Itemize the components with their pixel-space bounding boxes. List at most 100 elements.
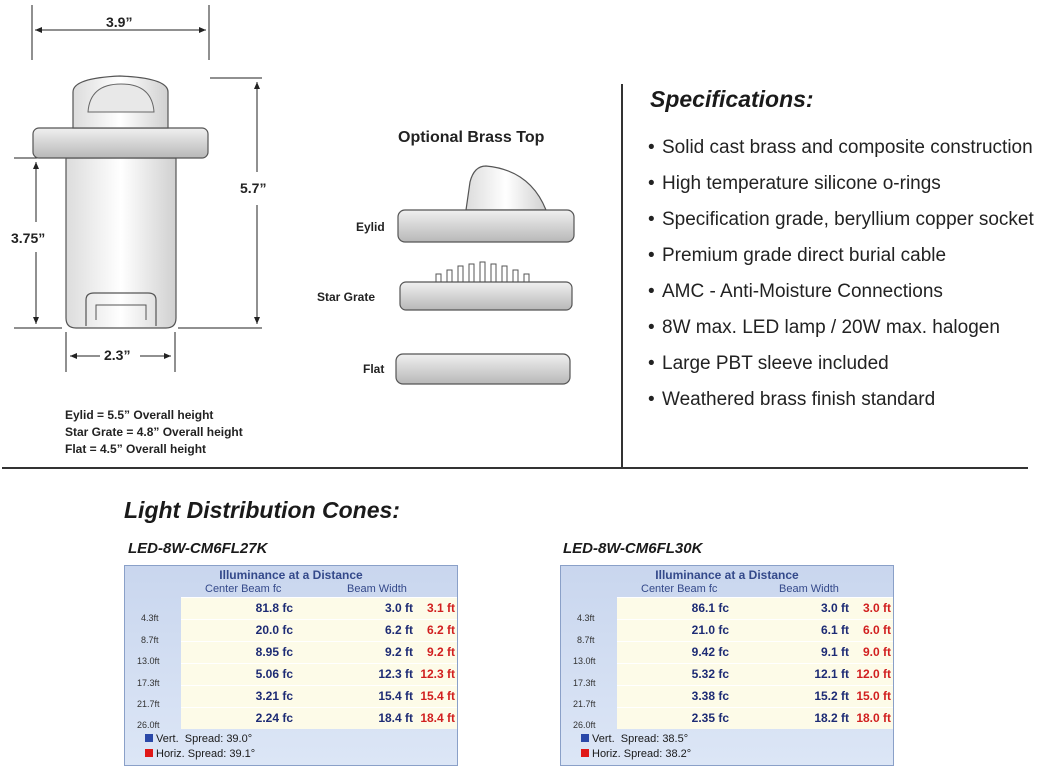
center-beam-value: 86.1 fc [691,601,729,615]
optional-top-title: Optional Brass Top [398,129,545,146]
distance-label: 26.0ft [137,720,160,730]
table-row: 20.0 fc 6.2 ft 6.2 ft [181,619,457,641]
center-beam-value: 3.21 fc [255,689,293,703]
spec-item: • Weathered brass finish standard [648,389,936,410]
vert-width-value: 3.0 ft [384,601,413,615]
legend-vert-text: Vert. Spread: 39.0° [156,733,253,745]
distance-label: 21.7ft [573,699,596,709]
specifications-list: • Solid cast brass and composite construc… [648,130,1034,418]
center-beam-value: 2.35 fc [691,711,729,725]
height-note: Star Grate = 4.8” Overall height [65,425,243,439]
spec-item: • Specification grade, beryllium copper s… [648,209,1034,230]
table-row: 81.8 fc 3.0 ft 3.1 ft [181,597,457,619]
table-row: 2.35 fc 18.2 ft 18.0 ft [617,707,893,729]
distance-label: 8.7ft [577,635,595,645]
distance-label: 8.7ft [141,635,159,645]
distribution-panel: Illuminance at a Distance Center Beam fc… [124,565,458,766]
col-center-header: Center Beam fc [641,583,718,595]
horiz-width-value: 3.0 ft [862,601,891,615]
spec-item: • AMC - Anti-Moisture Connections [648,281,943,302]
legend-swatch-horiz [581,749,589,757]
spec-text: Weathered brass finish standard [662,389,936,410]
horiz-width-value: 6.2 ft [426,623,455,637]
distance-label: 4.3ft [141,613,159,623]
spec-item: • Premium grade direct burial cable [648,245,947,266]
center-beam-value: 2.24 fc [255,711,293,725]
dim-width-label: 3.9” [106,14,133,30]
vert-width-value: 18.2 ft [814,711,849,725]
panel-title: Illuminance at a Distance [219,568,363,582]
distance-label: 17.3ft [573,678,596,688]
table-row: 2.24 fc 18.4 ft 18.4 ft [181,707,457,729]
vertical-divider [621,84,623,468]
table-row: 8.95 fc 9.2 ft 9.2 ft [181,641,457,663]
center-beam-value: 20.0 fc [255,623,293,637]
spec-item: • Large PBT sleeve included [648,353,889,374]
table-row: 9.42 fc 9.1 ft 9.0 ft [617,641,893,663]
specifications-title: Specifications: [650,86,814,112]
data-rows: 86.1 fc 3.0 ft 3.0 ft 21.0 fc 6.1 ft 6.0 ft … [617,597,893,729]
legend-horiz: Horiz. Spread: 38.2° [581,748,691,760]
center-beam-value: 5.06 fc [255,667,293,681]
center-beam-value: 5.32 fc [691,667,729,681]
spec-item: • 8W max. LED lamp / 20W max. halogen [648,317,1000,338]
center-beam-value: 21.0 fc [691,623,729,637]
table-row: 3.38 fc 15.2 ft 15.0 ft [617,685,893,707]
spec-text: Specification grade, beryllium copper so… [662,209,1034,230]
vert-width-value: 12.1 ft [814,667,849,681]
legend-swatch-horiz [145,749,153,757]
vert-width-value: 9.2 ft [384,645,413,659]
col-center-header: Center Beam fc [205,583,282,595]
top-label-eylid: Eylid [356,220,385,234]
horiz-width-value: 18.0 ft [856,711,891,725]
horizontal-divider [2,467,1028,469]
horiz-width-value: 12.0 ft [856,667,891,681]
model-label: LED-8W-CM6FL27K [128,540,268,557]
legend-horiz-text: Horiz. Spread: 38.2° [592,748,692,760]
spec-text: High temperature silicone o-rings [662,173,941,194]
table-row: 86.1 fc 3.0 ft 3.0 ft [617,597,893,619]
vert-width-value: 3.0 ft [820,601,849,615]
spec-text: Solid cast brass and composite construct… [662,137,1033,158]
vert-width-value: 6.2 ft [384,623,413,637]
vert-width-value: 9.1 ft [820,645,849,659]
distance-label: 4.3ft [577,613,595,623]
col-width-header: Beam Width [347,583,407,595]
horiz-width-value: 12.3 ft [420,667,455,681]
model-label: LED-8W-CM6FL30K [563,540,703,557]
center-beam-value: 3.38 fc [691,689,729,703]
distance-label: 21.7ft [137,699,160,709]
horiz-width-value: 3.1 ft [426,601,455,615]
spec-item: • Solid cast brass and composite construc… [648,137,1033,158]
legend-swatch-vert [145,734,153,742]
legend-horiz: Horiz. Spread: 39.1° [145,748,255,760]
distance-label: 17.3ft [137,678,160,688]
legend-vert: Vert. Spread: 39.0° [145,733,252,745]
table-row: 5.06 fc 12.3 ft 12.3 ft [181,663,457,685]
dim-height-label: 5.7” [240,180,267,196]
vert-width-value: 15.4 ft [378,689,413,703]
vert-width-value: 18.4 ft [378,711,413,725]
horiz-width-value: 15.4 ft [420,689,455,703]
horiz-width-value: 15.0 ft [856,689,891,703]
legend-vert: Vert. Spread: 38.5° [581,733,688,745]
center-beam-value: 81.8 fc [255,601,293,615]
dim-base-width-label: 2.3” [104,347,131,363]
table-row: 5.32 fc 12.1 ft 12.0 ft [617,663,893,685]
vert-width-value: 12.3 ft [378,667,413,681]
fixture-drawing [14,5,575,385]
distance-label: 13.0ft [573,656,596,666]
horiz-width-value: 6.0 ft [862,623,891,637]
spec-text: AMC - Anti-Moisture Connections [662,281,943,302]
horiz-width-value: 18.4 ft [420,711,455,725]
height-note: Flat = 4.5” Overall height [65,442,207,456]
center-beam-value: 8.95 fc [255,645,293,659]
legend-vert-text: Vert. Spread: 38.5° [592,733,689,745]
vert-width-value: 6.1 ft [820,623,849,637]
vert-width-value: 15.2 ft [814,689,849,703]
distribution-panel: Illuminance at a Distance Center Beam fc… [560,565,894,766]
col-width-header: Beam Width [779,583,839,595]
spec-item: • High temperature silicone o-rings [648,173,941,194]
dim-sleeve-label: 3.75” [11,230,46,246]
horiz-width-value: 9.0 ft [862,645,891,659]
